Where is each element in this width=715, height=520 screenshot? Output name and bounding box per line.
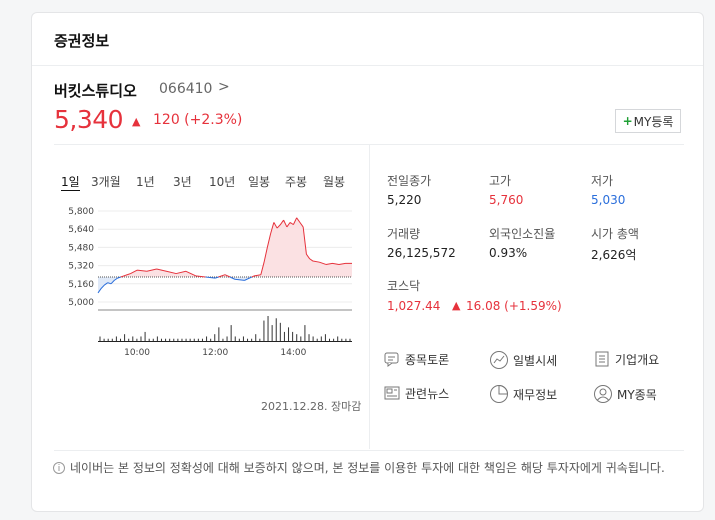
volume-label: 거래량	[387, 227, 421, 241]
related-news-link[interactable]: 관련뉴스	[383, 384, 449, 402]
my-stocks-link[interactable]: MY종목	[593, 384, 657, 404]
stock-info-card: 증권정보 버킷스튜디오 066410 > 5,340 ▲ 120 (+2.3%)…	[31, 12, 704, 512]
price-area-below	[98, 276, 352, 293]
x-tick-label: 14:00	[280, 348, 306, 358]
tab-10year[interactable]: 10년	[209, 175, 236, 189]
high-value: 5,760	[489, 193, 524, 207]
tab-3year[interactable]: 3년	[173, 175, 192, 189]
daily-quote-link[interactable]: 일별시세	[489, 350, 557, 370]
high-label: 고가	[489, 174, 512, 188]
chat-bubble-icon	[384, 352, 399, 367]
up-triangle-icon: ▲	[132, 115, 141, 128]
index-value: 1,027.44	[387, 299, 441, 313]
price-line-above	[120, 217, 352, 278]
related-news-label: 관련뉴스	[405, 386, 450, 401]
vertical-divider	[369, 144, 370, 449]
prev-close-label: 전일종가	[387, 174, 432, 188]
price-line-below	[97, 276, 253, 294]
user-icon	[594, 385, 612, 403]
plus-icon: +	[622, 114, 633, 128]
x-tick-label: 10:00	[124, 348, 150, 358]
price-change: 120 (+2.3%)	[153, 112, 243, 128]
up-triangle-icon: ▲	[452, 299, 461, 312]
my-register-button[interactable]: + MY등록	[615, 109, 681, 133]
foreign-ratio-value: 0.93%	[489, 246, 528, 260]
market-cap-value: 2,626억	[591, 248, 637, 262]
info-icon: i	[53, 462, 65, 474]
y-tick-label: 5,000	[68, 298, 94, 308]
chevron-right-icon[interactable]: >	[218, 79, 230, 95]
financial-info-label: 재무정보	[513, 387, 558, 402]
company-overview-label: 기업개요	[615, 352, 660, 367]
intraday-price-chart: 5,800 5,640 5,480 5,320 5,160 5,000 10:00 12:0…	[68, 207, 352, 358]
market-cap-label: 시가 총액	[591, 227, 639, 241]
tab-daily-candle[interactable]: 일봉	[248, 175, 271, 189]
daily-quote-label: 일별시세	[513, 353, 558, 368]
y-tick-label: 5,480	[68, 243, 94, 253]
index-label: 코스닥	[387, 279, 421, 293]
low-value: 5,030	[591, 193, 626, 207]
chart-date: 2021.12.28. 장마감	[261, 400, 362, 413]
y-tick-label: 5,160	[68, 280, 94, 290]
news-icon	[384, 386, 400, 400]
tab-3month[interactable]: 3개월	[91, 175, 121, 189]
tab-1day[interactable]: 1일	[61, 175, 80, 191]
stock-name-link[interactable]: 버킷스튜디오	[54, 82, 137, 100]
price-area-above	[98, 217, 352, 277]
y-tick-label: 5,320	[68, 262, 94, 272]
prev-close-value: 5,220	[387, 193, 422, 207]
y-tick-label: 5,640	[68, 225, 94, 235]
x-tick-label: 12:00	[202, 348, 228, 358]
index-change: 16.08 (+1.59%)	[466, 299, 562, 313]
document-icon	[595, 351, 609, 367]
tab-1year[interactable]: 1년	[136, 175, 155, 189]
disclaimer-text: 네이버는 본 정보의 정확성에 대해 보증하지 않으며, 본 정보를 이용한 투…	[70, 461, 665, 475]
company-overview-link[interactable]: 기업개요	[593, 350, 659, 368]
trend-chart-icon	[490, 351, 508, 369]
foreign-ratio-label: 외국인소진율	[489, 227, 556, 241]
low-label: 저가	[591, 174, 614, 188]
volume-value: 26,125,572	[387, 246, 456, 260]
current-price: 5,340	[54, 105, 124, 134]
my-stocks-label: MY종목	[617, 387, 657, 402]
tab-monthly-candle[interactable]: 월봉	[323, 175, 346, 189]
card-title: 증권정보	[54, 32, 110, 50]
pie-chart-icon	[490, 384, 509, 403]
forum-link[interactable]: 종목토론	[383, 350, 449, 368]
financial-info-link[interactable]: 재무정보	[489, 384, 557, 404]
divider	[32, 65, 703, 66]
forum-link-label: 종목토론	[405, 352, 450, 367]
stock-code[interactable]: 066410	[159, 81, 213, 97]
tab-weekly-candle[interactable]: 주봉	[285, 175, 308, 189]
y-tick-label: 5,800	[68, 207, 94, 217]
my-register-label: MY등록	[633, 114, 674, 129]
